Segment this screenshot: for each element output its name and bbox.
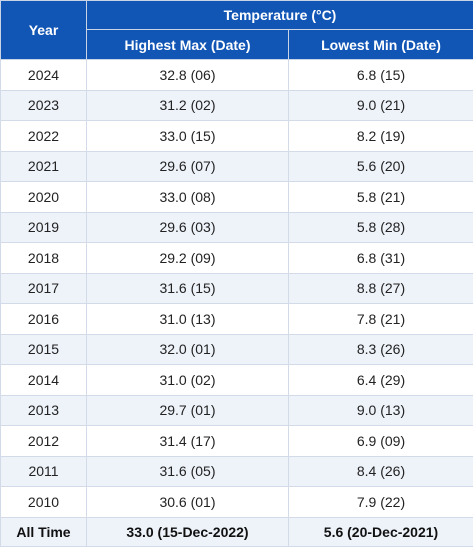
highest-max-cell: 31.6 (15) (87, 273, 289, 304)
highest-max-cell: 29.7 (01) (87, 395, 289, 426)
year-cell: 2024 (1, 60, 87, 91)
highest-max-cell: 33.0 (15) (87, 121, 289, 152)
year-column-header: Year (1, 1, 87, 60)
lowest-min-cell: 7.8 (21) (289, 304, 473, 335)
lowest-min-cell: 6.8 (31) (289, 243, 473, 274)
lowest-min-cell: 6.4 (29) (289, 365, 473, 396)
highest-max-cell: 29.2 (09) (87, 243, 289, 274)
lowest-min-cell: 8.2 (19) (289, 121, 473, 152)
highest-max-cell: 31.4 (17) (87, 426, 289, 457)
table-footer: All Time 33.0 (15-Dec-2022) 5.6 (20-Dec-… (1, 517, 473, 546)
header-row: Year Temperature (°C) (1, 1, 473, 30)
year-cell: 2020 (1, 182, 87, 213)
year-cell: 2012 (1, 426, 87, 457)
year-cell: 2016 (1, 304, 87, 335)
lowest-min-cell: 8.3 (26) (289, 334, 473, 365)
highest-max-cell: 30.6 (01) (87, 487, 289, 518)
highest-max-cell: 29.6 (03) (87, 212, 289, 243)
lowest-min-cell: 5.8 (28) (289, 212, 473, 243)
year-cell: 2019 (1, 212, 87, 243)
highest-max-cell: 32.8 (06) (87, 60, 289, 91)
year-cell: 2017 (1, 273, 87, 304)
all-time-row: All Time 33.0 (15-Dec-2022) 5.6 (20-Dec-… (1, 517, 473, 546)
lowest-min-cell: 5.6 (20) (289, 151, 473, 182)
year-cell: 2018 (1, 243, 87, 274)
year-cell: 2011 (1, 456, 87, 487)
table-header: Year Temperature (°C) Highest Max (Date)… (1, 1, 473, 60)
lowest-min-cell: 5.8 (21) (289, 182, 473, 213)
highest-max-cell: 33.0 (08) (87, 182, 289, 213)
year-cell: 2021 (1, 151, 87, 182)
highest-max-cell: 31.2 (02) (87, 90, 289, 121)
year-cell: 2013 (1, 395, 87, 426)
lowest-min-column-header: Lowest Min (Date) (289, 30, 473, 60)
lowest-min-cell: 9.0 (13) (289, 395, 473, 426)
highest-max-cell: 31.0 (02) (87, 365, 289, 396)
lowest-min-cell: 6.8 (15) (289, 60, 473, 91)
highest-max-cell: 29.6 (07) (87, 151, 289, 182)
year-cell: 2014 (1, 365, 87, 396)
highest-max-cell: 31.0 (13) (87, 304, 289, 335)
year-cell: 2023 (1, 90, 87, 121)
lowest-min-cell: 7.9 (22) (289, 487, 473, 518)
highest-max-cell: 32.0 (01) (87, 334, 289, 365)
all-time-lowest-min: 5.6 (20-Dec-2021) (289, 517, 473, 546)
all-time-highest-max: 33.0 (15-Dec-2022) (87, 517, 289, 546)
highest-max-column-header: Highest Max (Date) (87, 30, 289, 60)
all-time-label: All Time (1, 517, 87, 546)
highest-max-cell: 31.6 (05) (87, 456, 289, 487)
lowest-min-cell: 8.8 (27) (289, 273, 473, 304)
year-cell: 2015 (1, 334, 87, 365)
year-cell: 2010 (1, 487, 87, 518)
lowest-min-cell: 6.9 (09) (289, 426, 473, 457)
temperature-group-header: Temperature (°C) (87, 1, 473, 30)
year-cell: 2022 (1, 121, 87, 152)
lowest-min-cell: 8.4 (26) (289, 456, 473, 487)
lowest-min-cell: 9.0 (21) (289, 90, 473, 121)
